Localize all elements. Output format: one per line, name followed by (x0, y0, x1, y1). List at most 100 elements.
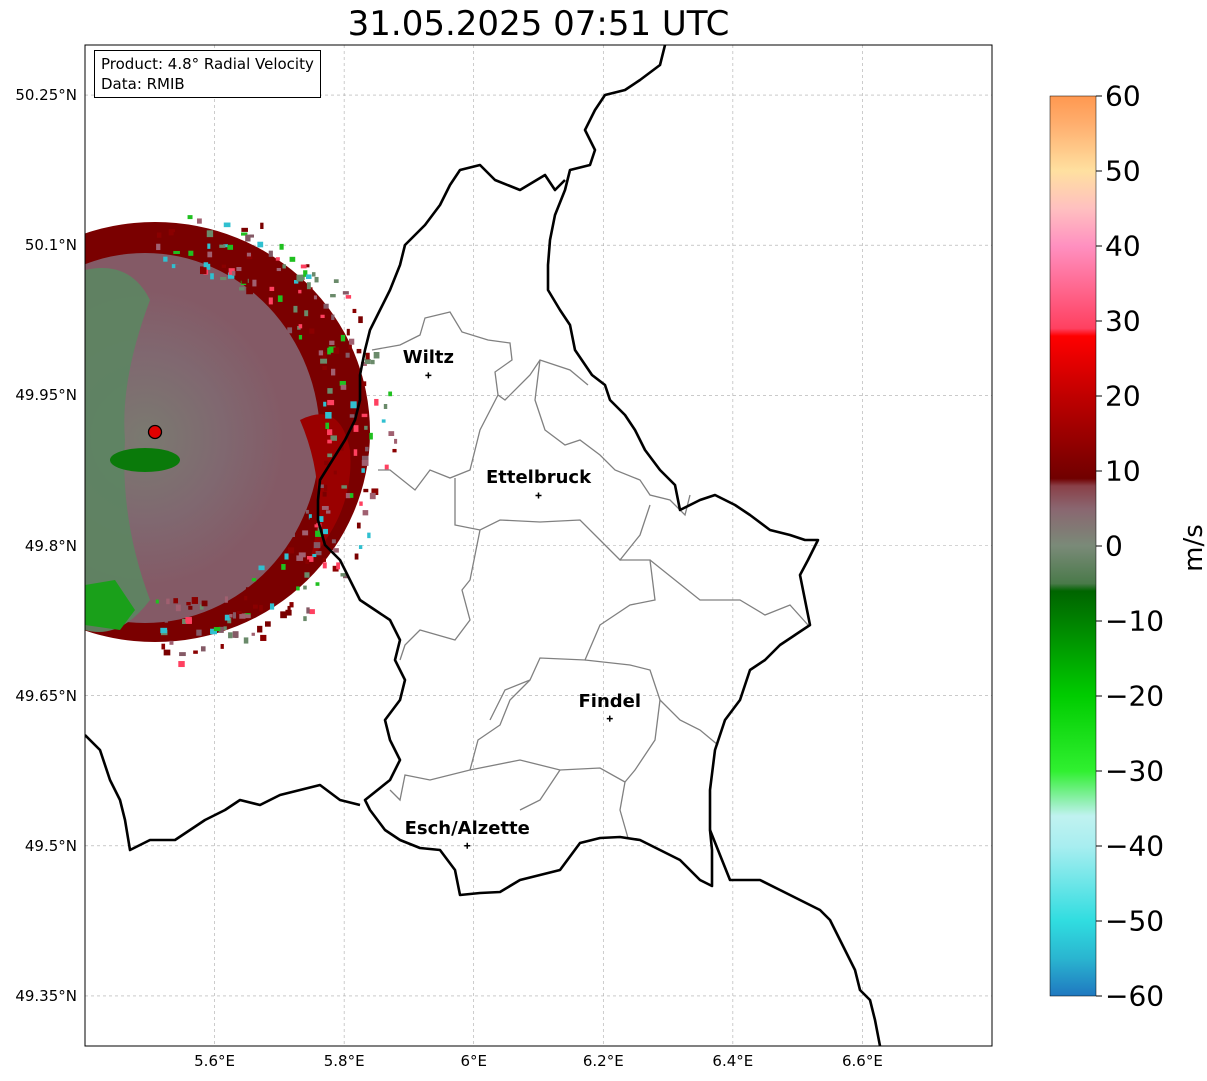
echo-pixel (249, 289, 256, 293)
echo-pixel (367, 532, 371, 539)
echo-pixel (339, 380, 346, 386)
echo-pixel (293, 305, 298, 313)
colorbar-tick-label: −40 (1105, 829, 1165, 863)
echo-pixel (291, 579, 297, 583)
echo-pixel (161, 643, 166, 650)
echo-pixel (269, 603, 275, 610)
echo-pixel (296, 586, 300, 591)
echo-pixel (178, 661, 185, 668)
echo-pixel (228, 632, 233, 639)
echo-pixel (268, 297, 273, 305)
echo-pixel (306, 607, 310, 614)
echo-pixel (224, 596, 228, 603)
echo-pixel (210, 273, 214, 280)
echo-pixel (260, 634, 267, 641)
echo-pixel (223, 244, 229, 248)
echo-pixel (362, 381, 367, 387)
echo-pixel (213, 627, 221, 632)
echo-pixel (206, 230, 214, 238)
echo-pixel (358, 316, 363, 324)
echo-pixel (164, 616, 168, 623)
echo-pixel (327, 439, 332, 444)
echo-pixel (361, 455, 369, 461)
echo-pixel (241, 232, 248, 236)
echo-pixel (223, 626, 227, 630)
echo-pixel (306, 282, 311, 290)
lat-tick-label: 49.65°N (15, 686, 77, 705)
echo-pixel (341, 485, 347, 489)
colorbar-tick-label: 0 (1105, 529, 1123, 563)
echo-pixel (361, 459, 369, 466)
echo-pixel (239, 287, 245, 291)
lat-tick-label: 49.95°N (15, 386, 77, 405)
echo-pixel (361, 468, 365, 473)
echo-pixel (394, 438, 398, 444)
echo-pixel (155, 599, 159, 604)
echo-pixel (333, 548, 339, 553)
echo-pixel (298, 334, 303, 340)
echo-pixel (227, 272, 235, 279)
echo-pixel (354, 553, 359, 560)
echo-pixel (388, 391, 393, 397)
echo-pixel (306, 274, 312, 280)
echo-pixel (322, 528, 329, 535)
echo-pixel (317, 516, 324, 522)
echo-pixel (252, 279, 257, 287)
colorbar-tick-label: −60 (1105, 979, 1165, 1013)
echo-pixel (371, 488, 379, 496)
echo-pixel (277, 295, 283, 302)
echo-pixel (245, 234, 251, 242)
echo-pixel (241, 278, 248, 284)
echo-pixel (168, 228, 176, 236)
echo-pixel (264, 621, 271, 627)
echo-pixel (223, 222, 231, 228)
echo-pixel (304, 572, 310, 578)
echo-pixel (201, 600, 208, 607)
echo-pixel (388, 431, 395, 436)
echo-pixel (324, 484, 328, 492)
echo-pixel (219, 244, 226, 248)
echo-pixel (224, 614, 230, 621)
echo-pixel (173, 232, 179, 238)
echo-pixel (349, 493, 354, 498)
echo-pixel (353, 425, 359, 432)
echo-pixel (342, 291, 349, 295)
echo-pixel (325, 510, 331, 514)
echo-pixel (229, 614, 233, 618)
echo-pixel (320, 314, 325, 319)
echo-green-sector-2 (85, 580, 135, 630)
echo-pixel (345, 352, 350, 358)
map-frame (84, 44, 993, 1047)
city-label: Findel (578, 690, 642, 712)
echo-pixel (186, 618, 192, 624)
echo-pixel (191, 597, 199, 604)
echo-pixel (251, 632, 255, 636)
echo-pixel (166, 598, 170, 605)
echo-pixel (294, 279, 299, 284)
echo-pixel (218, 626, 224, 633)
echo-pixel (340, 444, 344, 451)
echo-pixel (220, 276, 227, 281)
echo-pixel (353, 449, 358, 456)
echo-pixel (163, 649, 171, 656)
echo-pixel (296, 555, 304, 561)
echo-pixel (331, 539, 336, 544)
echo-pixel (392, 448, 397, 453)
echo-pixel (308, 514, 312, 520)
echo-pixel (345, 295, 352, 299)
echo-pixel (327, 388, 333, 394)
colorbar-tick-label: 30 (1105, 304, 1141, 338)
echo-pixel (343, 573, 349, 579)
echo-pixel (312, 553, 317, 558)
echo-pixel (298, 289, 302, 294)
echo-green-sector (85, 268, 150, 632)
echo-pixel (309, 328, 315, 334)
echo-pixel (330, 435, 337, 441)
colorbar-tick-label: −50 (1105, 904, 1165, 938)
echo-pixel (360, 361, 367, 366)
lon-tick-label: 5.6°E (194, 1052, 235, 1070)
echo-pixel (196, 218, 202, 224)
echo-pixel (363, 488, 369, 493)
echo-pixel (179, 652, 186, 657)
